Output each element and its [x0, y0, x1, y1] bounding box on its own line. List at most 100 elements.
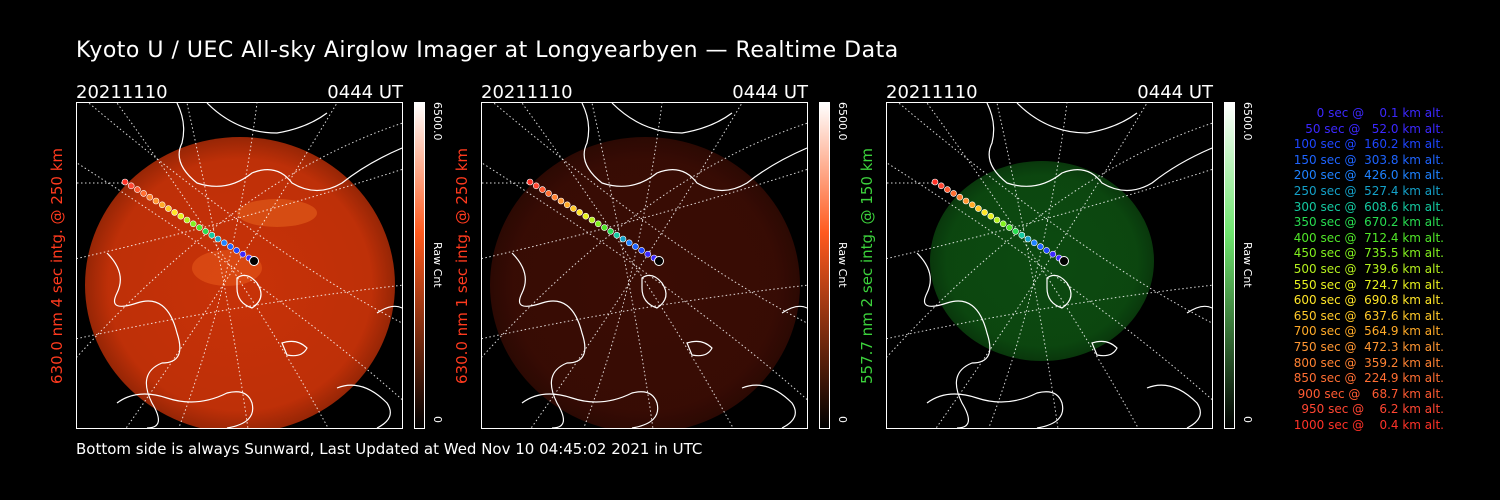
- trajectory-point: [644, 250, 652, 258]
- sky-image: [490, 137, 800, 428]
- trajectory-point: [539, 186, 546, 193]
- allsky-map: [481, 102, 808, 429]
- trajectory-point: [619, 235, 627, 243]
- colorbar: [414, 102, 425, 429]
- trajectory-point: [950, 190, 957, 197]
- trajectory-point: [1006, 224, 1013, 231]
- panel-ylabel-wrap: 630.0 nm 4 sec intg. @ 250 km: [40, 102, 74, 429]
- trajectory-point: [227, 243, 234, 250]
- colorbar-min: 0: [431, 416, 444, 423]
- trajectory-point: [1024, 235, 1032, 243]
- trajectory-point: [987, 212, 995, 220]
- legend-entry: 900 sec @ 68.7 km alt.: [1293, 386, 1444, 401]
- coastline: [106, 103, 402, 428]
- legend-entry: 150 sec @ 303.8 km alt.: [1289, 152, 1444, 167]
- trajectory-point: [993, 216, 1001, 224]
- trajectory-point: [931, 178, 939, 186]
- legend-entry: 700 sec @ 564.9 km alt.: [1289, 324, 1444, 339]
- trajectory-point: [233, 247, 240, 254]
- panel-ylabel: 630.0 nm 4 sec intg. @ 250 km: [48, 147, 66, 384]
- altitude-legend: 0 sec @ 0.1 km alt. 50 sec @ 52.0 km alt…: [1258, 106, 1444, 433]
- panel-ylabel: 630.0 nm 1 sec intg. @ 250 km: [453, 147, 471, 384]
- legend-entry: 1000 sec @ 0.4 km alt.: [1293, 417, 1444, 432]
- sky-image: [930, 161, 1154, 361]
- trajectory-point: [214, 235, 222, 243]
- trajectory-point: [526, 178, 534, 186]
- trajectory-point: [196, 224, 203, 231]
- legend-entry: 200 sec @ 426.0 km alt.: [1289, 168, 1444, 183]
- page-title: Kyoto U / UEC All-sky Airglow Imager at …: [76, 38, 899, 63]
- legend-entry: 300 sec @ 608.6 km alt.: [1289, 199, 1444, 214]
- allsky-map: [886, 102, 1213, 429]
- trajectory-point: [1049, 250, 1057, 258]
- trajectory-point: [613, 231, 621, 239]
- trajectory-point: [158, 201, 166, 209]
- legend-entry: 950 sec @ 6.2 km alt.: [1297, 402, 1444, 417]
- legend-entry: 0 sec @ 0.1 km alt.: [1305, 106, 1444, 120]
- trajectory-point: [1043, 247, 1050, 254]
- trajectory-point: [140, 190, 147, 197]
- panel-date: 20211110: [886, 82, 978, 103]
- panel-3: 20211110 0444 UT 557.7 nm 2 sec intg. @ …: [858, 78, 1286, 438]
- panel-1: 20211110 0444 UT 630.0 nm 4 sec intg. @ …: [48, 78, 476, 438]
- trajectory-point: [638, 247, 645, 254]
- trajectory-point: [1030, 239, 1038, 247]
- panel-2: 20211110 0444 UT 630.0 nm 1 sec intg. @ …: [453, 78, 881, 438]
- legend-entry: 450 sec @ 735.5 km alt.: [1289, 246, 1444, 261]
- trajectory-point: [134, 186, 141, 193]
- trajectory-point: [1037, 243, 1044, 250]
- trajectory-point: [981, 209, 988, 216]
- legend-entry: 400 sec @ 712.4 km alt.: [1289, 230, 1444, 245]
- trajectory-point: [1018, 231, 1026, 239]
- colorbar-max: 6500.0: [1241, 102, 1254, 141]
- footer-note: Bottom side is always Sunward, Last Upda…: [76, 440, 703, 458]
- legend-entry: 250 sec @ 527.4 km alt.: [1289, 183, 1444, 198]
- colorbar-min: 0: [836, 416, 849, 423]
- panel-time: 0444 UT: [327, 82, 403, 103]
- trajectory-point: [202, 228, 209, 235]
- trajectory-point: [1012, 228, 1019, 235]
- trajectory-point: [975, 205, 982, 212]
- legend-entry: 100 sec @ 160.2 km alt.: [1289, 137, 1444, 152]
- map-svg: [887, 103, 1212, 428]
- map-grid: [482, 103, 807, 428]
- trajectory-point: [545, 190, 552, 197]
- trajectory-point: [582, 212, 590, 220]
- map-svg: [482, 103, 807, 428]
- legend-entry: 600 sec @ 690.8 km alt.: [1289, 293, 1444, 308]
- trajectory-point: [152, 197, 160, 205]
- trajectory-point: [570, 205, 577, 212]
- trajectory-point: [956, 193, 964, 201]
- trajectory-point: [551, 193, 559, 201]
- trajectory-point: [563, 201, 571, 209]
- coastline: [511, 103, 807, 428]
- trajectory-point: [962, 197, 970, 205]
- panel-date: 20211110: [481, 82, 573, 103]
- trajectory-point: [189, 220, 197, 228]
- panel-date: 20211110: [76, 82, 168, 103]
- trajectory-point: [171, 209, 178, 216]
- trajectory-point: [968, 201, 976, 209]
- sky-image: [85, 137, 395, 428]
- trajectory-point: [146, 193, 154, 201]
- trajectory-point: [532, 182, 540, 190]
- colorbar-max: 6500.0: [431, 102, 444, 141]
- trajectory-point: [632, 243, 639, 250]
- colorbar: [1224, 102, 1235, 429]
- colorbar-unit: Raw Cnt: [1241, 242, 1254, 288]
- panel-time: 0444 UT: [732, 82, 808, 103]
- trajectory-point: [220, 239, 228, 247]
- legend-entry: 800 sec @ 359.2 km alt.: [1289, 355, 1444, 370]
- trajectory-point: [177, 212, 185, 220]
- legend-entry: 750 sec @ 472.3 km alt.: [1289, 339, 1444, 354]
- panel-ylabel: 557.7 nm 2 sec intg. @ 150 km: [858, 147, 876, 384]
- trajectory-point: [121, 178, 129, 186]
- trajectory-point: [625, 239, 633, 247]
- trajectory-point: [999, 220, 1007, 228]
- colorbar-unit: Raw Cnt: [836, 242, 849, 288]
- trajectory-point: [183, 216, 191, 224]
- aurora-patch: [237, 199, 317, 227]
- map-grid: [887, 103, 1212, 428]
- map-grid: [77, 103, 402, 428]
- station-marker: [654, 256, 664, 266]
